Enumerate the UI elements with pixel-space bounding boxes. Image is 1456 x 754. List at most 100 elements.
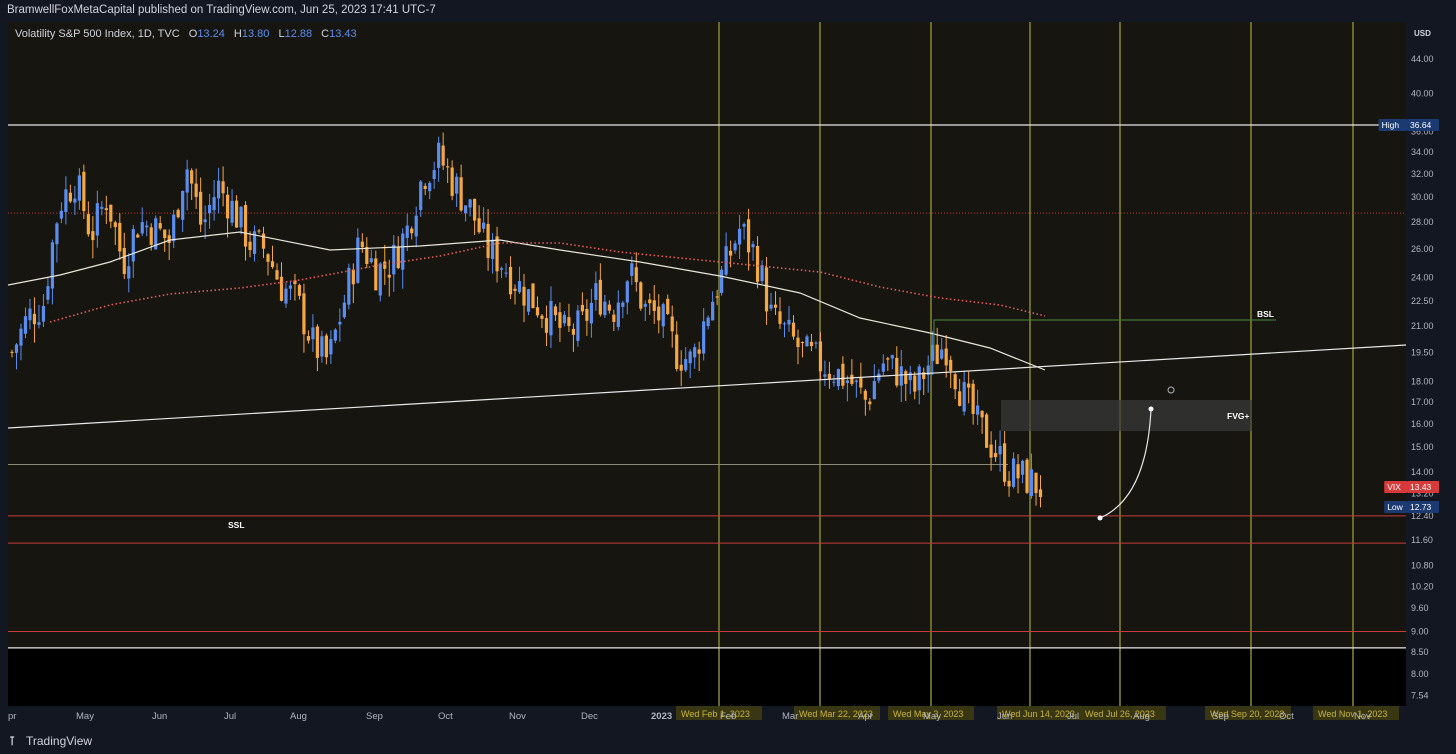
x-tick-label: Apr <box>858 711 873 722</box>
candle-body <box>369 258 373 263</box>
candle-body <box>252 231 257 254</box>
candle-body <box>464 205 468 214</box>
candle-body <box>432 170 436 179</box>
candle-body <box>311 327 315 340</box>
candle-body <box>1029 469 1034 496</box>
chart-area[interactable]: Wed Feb 1, 2023 Wed Mar 22, 2023 Wed May 3… <box>0 22 1456 728</box>
candle-body <box>661 304 665 327</box>
candle-body <box>91 231 95 241</box>
price-label-name: High <box>1382 120 1400 130</box>
candle-body <box>419 181 423 210</box>
candle-body <box>890 355 894 359</box>
x-tick-label: Nov <box>1354 711 1371 722</box>
candle-body <box>266 254 270 262</box>
candle-body <box>1002 443 1007 482</box>
low-label: L <box>278 28 285 40</box>
y-tick-label: 40.00 <box>1411 88 1434 98</box>
close-value: 13.43 <box>329 28 357 40</box>
candle-body <box>760 265 764 282</box>
candle-body <box>73 198 77 203</box>
y-tick-label: 18.00 <box>1411 376 1434 386</box>
open-value: 13.24 <box>197 28 225 40</box>
candle-body <box>711 301 715 321</box>
x-tick-label: May <box>923 711 941 722</box>
candle-body <box>257 230 261 232</box>
candle-body <box>495 236 499 272</box>
price-axis[interactable] <box>1406 22 1456 706</box>
candle-body <box>387 274 391 278</box>
price-label-name: Low <box>1387 502 1403 512</box>
candle-body <box>859 377 863 388</box>
candle-body <box>697 349 701 354</box>
candle-body <box>293 280 297 285</box>
candle-body <box>553 306 558 316</box>
candle-body <box>477 218 481 233</box>
x-tick-label: Jul <box>224 711 236 722</box>
candle-body <box>145 225 149 228</box>
candle-body <box>926 365 930 376</box>
candle-body <box>755 245 760 282</box>
tradingview-logo-icon[interactable]: ⊺ <box>9 734 16 748</box>
candle-body <box>360 241 364 248</box>
candle-body <box>329 339 333 355</box>
y-tick-label: 28.00 <box>1411 217 1434 227</box>
candle-body <box>55 223 59 245</box>
x-tick-label: Dec <box>581 711 598 722</box>
x-tick-label: 2023 <box>651 711 672 722</box>
candle-body <box>814 342 818 344</box>
candle-body <box>113 222 117 228</box>
y-tick-label: 8.00 <box>1411 669 1429 679</box>
candle-body <box>666 298 670 315</box>
candle-body <box>37 322 41 325</box>
candle-body <box>19 328 23 346</box>
candle-body <box>778 311 782 324</box>
y-tick-label: 10.80 <box>1411 561 1434 571</box>
price-chart[interactable]: Wed Feb 1, 2023 Wed Mar 22, 2023 Wed May 3… <box>0 22 1456 728</box>
price-label-value: 13.43 <box>1410 482 1432 492</box>
candle-body <box>724 246 728 275</box>
x-tick-label: Sep <box>1212 711 1229 722</box>
candle-body <box>715 296 719 298</box>
close-label: C <box>321 28 330 40</box>
candle-body <box>221 181 225 194</box>
candle-body <box>32 313 37 325</box>
candle-body <box>944 348 948 366</box>
candle-body <box>122 247 126 274</box>
candle-body <box>64 189 68 213</box>
candle-body <box>230 200 234 223</box>
candle-body <box>275 270 279 280</box>
candle-body <box>324 335 328 358</box>
candle-body <box>441 145 445 166</box>
candle-body <box>248 241 252 251</box>
y-tick-label: 30.00 <box>1411 192 1434 202</box>
candle-body <box>751 244 755 248</box>
candle-body <box>279 276 284 301</box>
candle-body <box>881 363 885 372</box>
candle-body <box>908 372 912 381</box>
candle-body <box>836 369 840 387</box>
date-label-box <box>997 706 1083 720</box>
x-tick-label: Jul <box>1067 711 1079 722</box>
candle-body <box>737 228 742 245</box>
candle-body <box>172 214 176 242</box>
candle-body <box>234 200 239 228</box>
candle-body <box>315 326 320 358</box>
candle-body <box>872 381 876 400</box>
candle-body <box>499 268 504 270</box>
candle-body <box>648 299 652 304</box>
y-tick-label: 36.00 <box>1411 126 1434 136</box>
candle-body <box>163 229 167 239</box>
candle-body <box>405 225 409 238</box>
candle-body <box>149 227 153 245</box>
candle-body <box>643 303 647 307</box>
candle-body <box>396 247 400 269</box>
candle-body <box>652 300 656 311</box>
moving-averages <box>7 231 1046 371</box>
candle-body <box>261 233 266 249</box>
candle-body <box>904 371 908 384</box>
candle-body <box>773 304 778 308</box>
footer-brand[interactable]: TradingView <box>26 734 93 748</box>
high-value: 13.80 <box>241 28 270 40</box>
candle-body <box>104 208 108 211</box>
candle-body <box>46 286 50 300</box>
